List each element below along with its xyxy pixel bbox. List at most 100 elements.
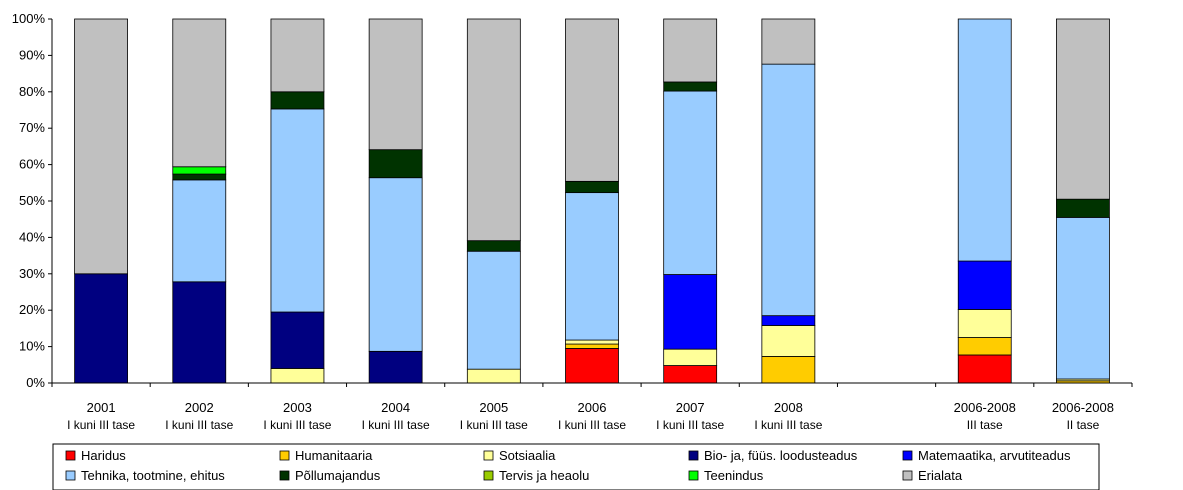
bar-segment-3-3	[368, 350, 423, 384]
x-tick-label-year: 2007	[676, 400, 705, 415]
bar-segment-9-5	[957, 18, 1012, 262]
x-tick-label-year: 2004	[381, 400, 410, 415]
bar-segment-3-6	[368, 149, 423, 179]
bar-segment-5-9	[565, 18, 619, 182]
y-tick-label: 80%	[19, 84, 45, 99]
bar-segment-5-1	[565, 343, 619, 349]
legend-label-9: Erialata	[918, 468, 963, 483]
x-tick-label-level: I kuni III tase	[362, 418, 430, 432]
bar-segment-6-2	[663, 348, 718, 366]
legend-swatch-5	[65, 470, 76, 481]
plot-area	[74, 18, 1110, 384]
x-tick-label-year: 2003	[283, 400, 312, 415]
bar-segment-9-1	[957, 337, 1012, 356]
bar-segment-7-2	[761, 325, 816, 357]
legend-label-3: Bio- ja, füüs. loodusteadus	[704, 448, 858, 463]
bar-segment-10-6	[1056, 198, 1110, 218]
x-axis: 2001 I kuni III tase 2002 I kuni III tase 20…	[51, 382, 1133, 432]
x-tick-label-level: I kuni III tase	[165, 418, 233, 432]
legend-label-2: Sotsiaalia	[499, 448, 556, 463]
legend-swatch-3	[688, 450, 699, 461]
x-tick-label-level: II tase	[1067, 418, 1100, 432]
legend-swatch-1	[279, 450, 290, 461]
x-tick-label-level: I kuni III tase	[754, 418, 822, 432]
x-tick-label-year: 2001	[87, 400, 116, 415]
legend-box	[52, 443, 1100, 490]
bar-segment-6-6	[663, 81, 718, 92]
x-tick-label-level: I kuni III tase	[460, 418, 528, 432]
legend-label-7: Tervis ja heaolu	[499, 468, 589, 483]
x-tick-label-level: I kuni III tase	[67, 418, 135, 432]
x-tick-label-level: III tase	[967, 418, 1003, 432]
bar-segment-4-5	[466, 250, 521, 370]
bar-segment-1-9	[172, 18, 227, 168]
legend-label-1: Humanitaaria	[295, 448, 373, 463]
legend-swatch-4	[902, 450, 913, 461]
legend-swatch-9	[902, 470, 913, 481]
y-tick-label: 60%	[19, 157, 45, 172]
bar-segment-1-6	[172, 173, 227, 181]
y-tick-label: 10%	[19, 339, 45, 354]
x-tick-label-year: 2006-2008	[1052, 400, 1114, 415]
x-tick-label-year: 2002	[185, 400, 214, 415]
legend-swatch-7	[483, 470, 494, 481]
bar-segment-4-6	[466, 240, 521, 252]
x-tick-label-year: 2008	[774, 400, 803, 415]
bar-segment-5-0	[565, 348, 619, 384]
bar-segment-2-6	[270, 91, 325, 110]
y-tick-label: 90%	[19, 47, 45, 62]
x-tick-label-year: 2006	[578, 400, 607, 415]
legend-swatch-8	[688, 470, 699, 481]
bar-segment-1-8	[172, 166, 227, 175]
legend-label-8: Teenindus	[704, 468, 764, 483]
bar-segment-7-5	[761, 63, 816, 317]
bar-segment-9-0	[957, 354, 1012, 384]
bar-segment-10-5	[1056, 216, 1110, 380]
legend-swatch-2	[483, 450, 494, 461]
legend-swatch-0	[65, 450, 76, 461]
bar-segment-9-4	[957, 260, 1012, 310]
bar-segment-6-5	[663, 90, 718, 275]
bar-segment-7-9	[761, 18, 816, 65]
bar-segment-3-5	[368, 177, 423, 352]
x-tick-label-level: I kuni III tase	[263, 418, 331, 432]
legend-label-6: Põllumajandus	[295, 468, 381, 483]
legend: Haridus Humanitaaria Sotsiaalia Bio- ja, fü…	[52, 443, 1100, 490]
bar-segment-2-9	[270, 18, 325, 93]
bar-segment-1-5	[172, 179, 227, 283]
x-tick-label-level: I kuni III tase	[656, 418, 724, 432]
bar-segment-5-6	[565, 180, 619, 194]
y-tick-label: 50%	[19, 193, 45, 208]
bar-segment-3-9	[368, 18, 423, 151]
legend-swatch-6	[279, 470, 290, 481]
legend-label-0: Haridus	[81, 448, 126, 463]
bar-segment-4-9	[466, 18, 521, 242]
bar-segment-4-2	[466, 368, 521, 384]
legend-label-4: Matemaatika, arvutiteadus	[918, 448, 1071, 463]
bar-segment-0-9	[74, 18, 128, 275]
legend-label-5: Tehnika, tootmine, ehitus	[81, 468, 225, 483]
bar-segment-2-2	[270, 368, 325, 384]
y-tick-label: 20%	[19, 302, 45, 317]
bar-segment-10-9	[1056, 18, 1110, 200]
x-tick-label-year: 2005	[479, 400, 508, 415]
bar-segment-7-4	[761, 315, 816, 326]
x-tick-label-level: I kuni III tase	[558, 418, 626, 432]
y-tick-label: 40%	[19, 229, 45, 244]
y-tick-label: 0%	[26, 375, 45, 390]
bar-segment-6-0	[663, 365, 718, 384]
y-axis: 0% 10% 20% 30% 40% 50% 60% 70% 80% 90% 100%	[12, 11, 53, 390]
y-tick-label: 100%	[12, 11, 46, 26]
bar-segment-2-3	[270, 311, 325, 369]
bar-segment-6-9	[663, 18, 718, 83]
bar-segment-0-3	[74, 273, 128, 384]
bar-segment-9-2	[957, 309, 1012, 338]
bar-segment-1-3	[172, 281, 227, 384]
bar-segment-6-4	[663, 274, 718, 350]
bar-segment-5-2	[565, 339, 619, 345]
y-tick-label: 30%	[19, 266, 45, 281]
bar-segment-7-1	[761, 356, 816, 384]
y-tick-label: 70%	[19, 120, 45, 135]
x-tick-label-year: 2006-2008	[954, 400, 1016, 415]
